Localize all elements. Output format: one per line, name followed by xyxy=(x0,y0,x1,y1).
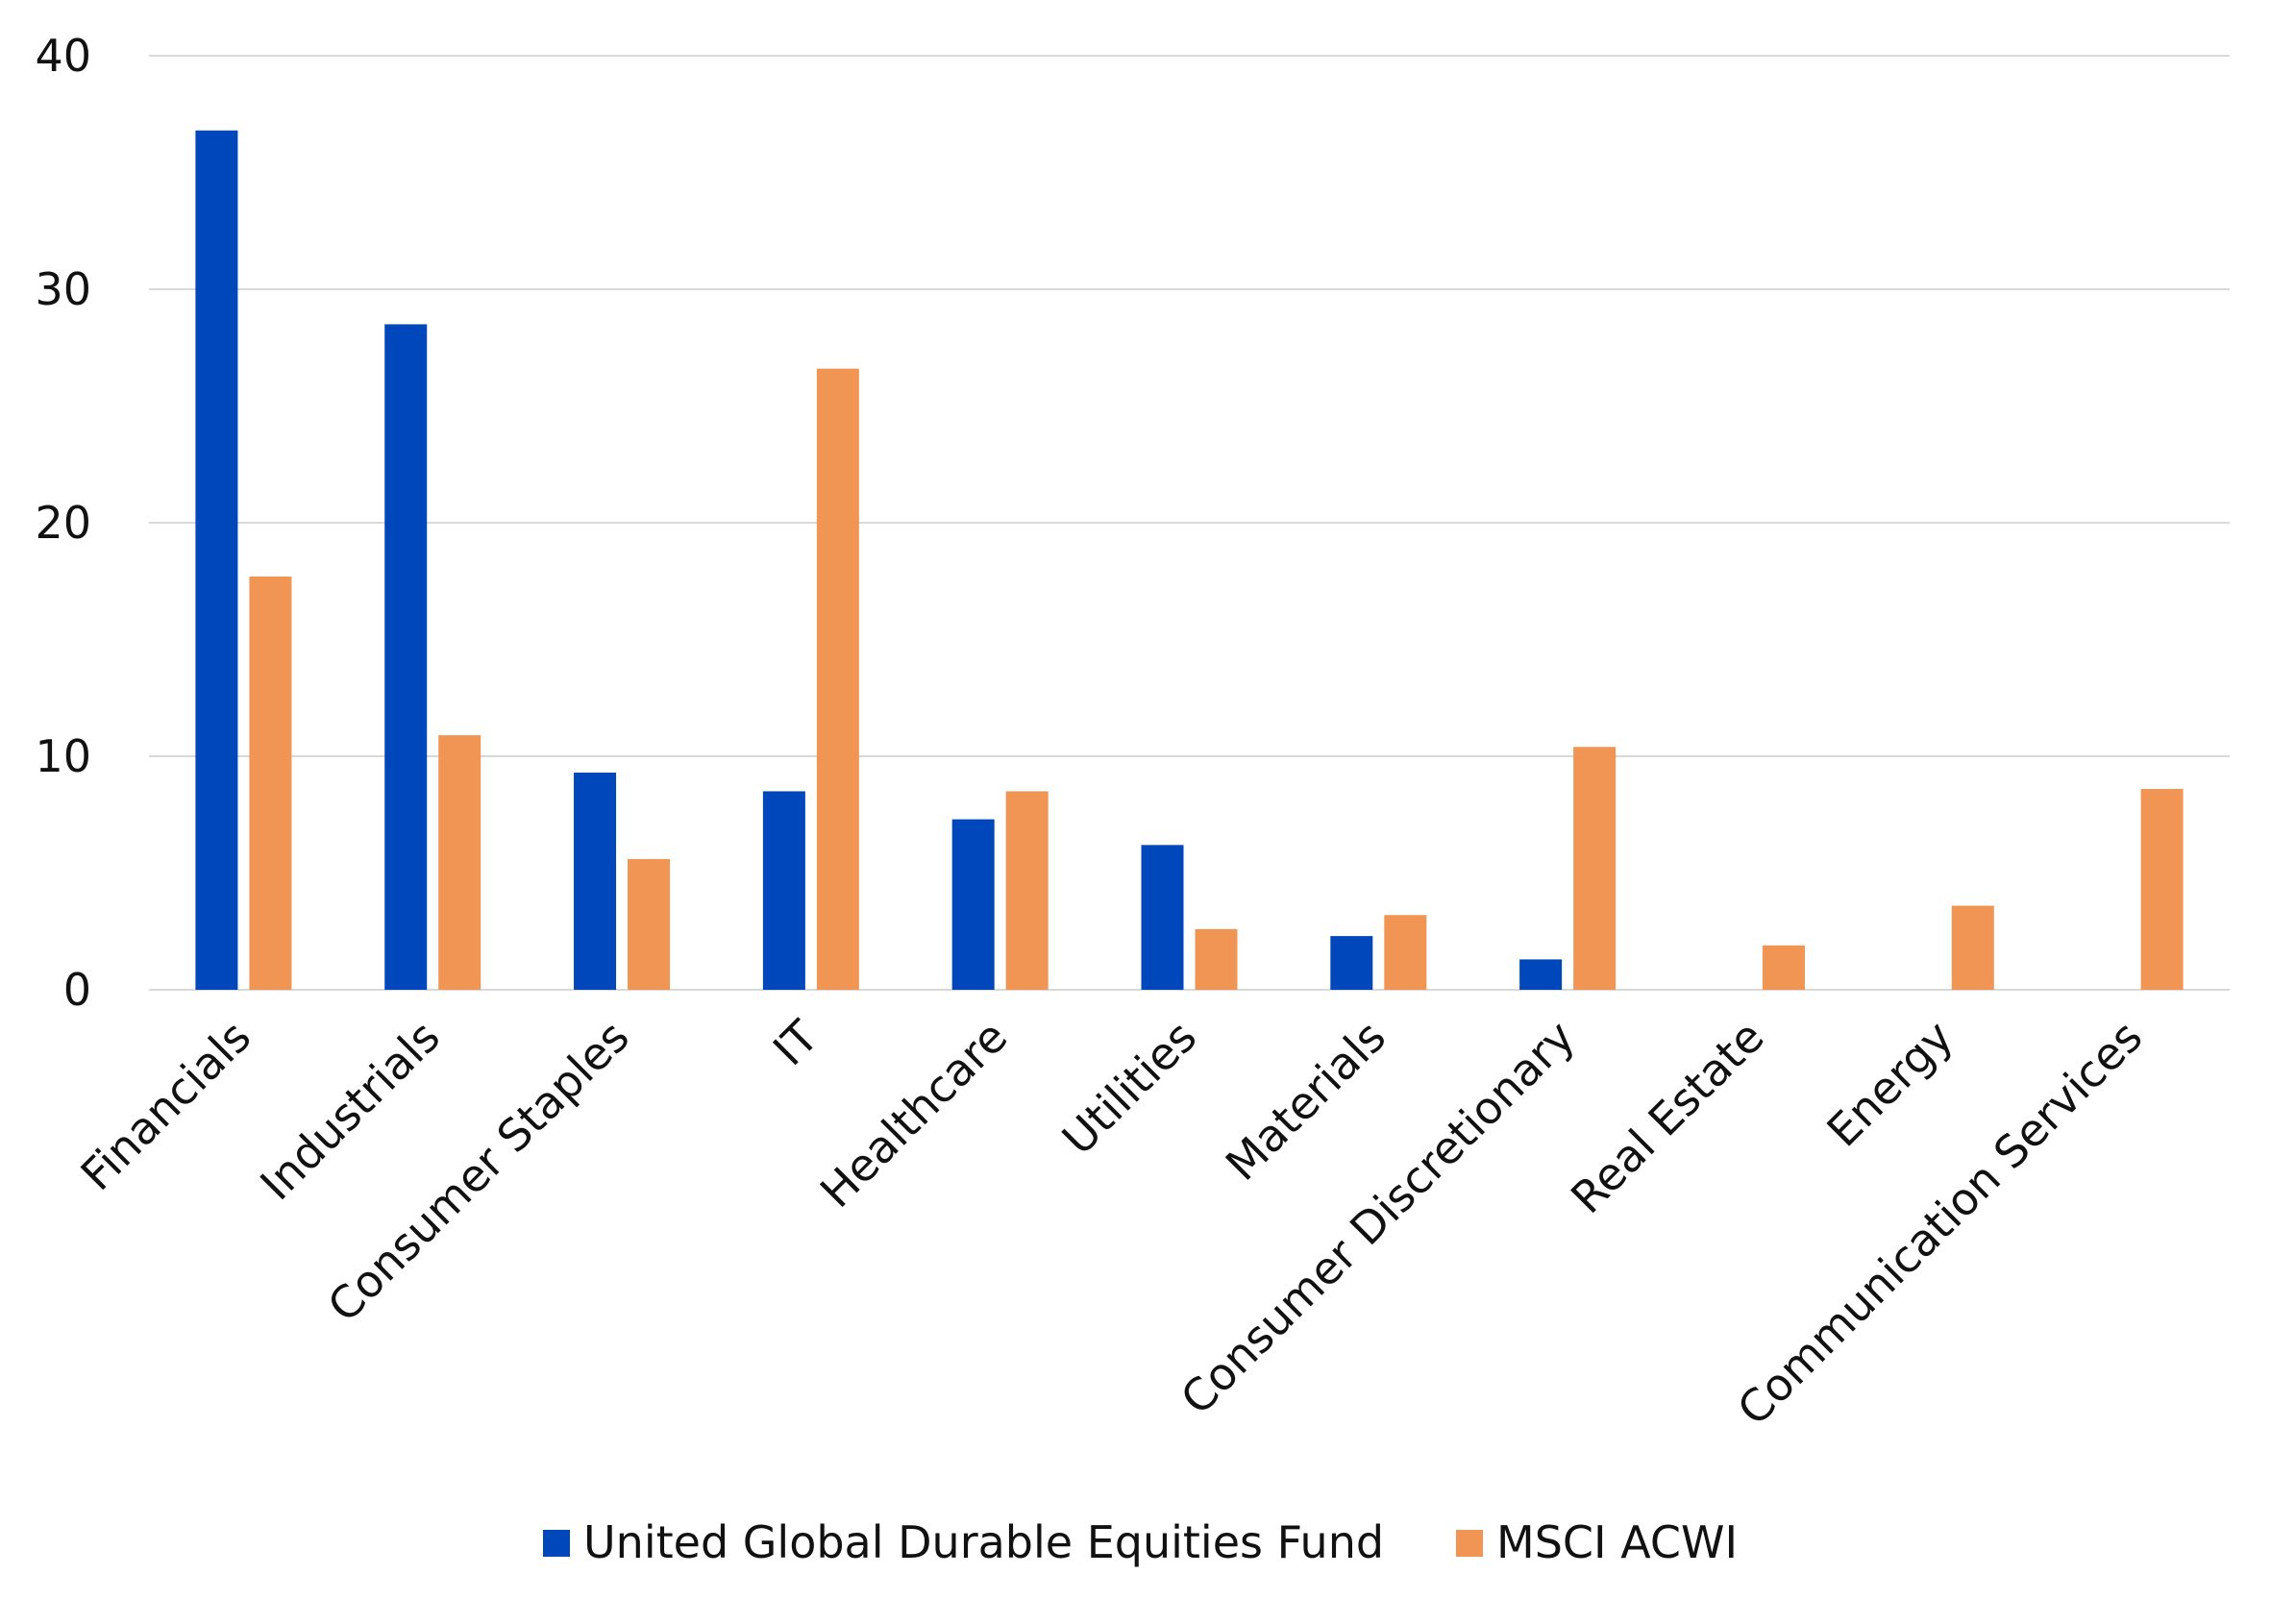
bar-benchmark-industrials xyxy=(438,735,481,990)
bar-benchmark-real-estate xyxy=(1762,945,1805,990)
legend-swatch-benchmark xyxy=(1456,1530,1483,1557)
bar-fund-consumer-staples xyxy=(574,773,617,990)
bar-benchmark-financials xyxy=(249,576,292,990)
x-tick-label: Energy xyxy=(1816,1011,1962,1157)
bar-benchmark-energy xyxy=(1951,905,1994,990)
y-tick-label: 40 xyxy=(35,30,91,82)
bar-fund-healthcare xyxy=(951,819,995,990)
x-tick-label: Healthcare xyxy=(810,1011,1017,1218)
x-tick-label: IT xyxy=(763,1010,828,1075)
bar-benchmark-materials xyxy=(1384,915,1427,990)
bar-benchmark-consumer-staples xyxy=(628,858,671,990)
bar-fund-financials xyxy=(195,130,238,990)
bars xyxy=(195,130,2184,990)
x-tick-label: Financials xyxy=(71,1011,261,1201)
x-tick-label: Consumer Discretionary xyxy=(1171,1011,1585,1425)
y-tick-label: 10 xyxy=(35,730,91,782)
y-tick-label: 30 xyxy=(35,263,91,315)
x-tick-label: Real Estate xyxy=(1561,1011,1774,1224)
bar-fund-materials xyxy=(1330,936,1373,990)
gridlines xyxy=(149,55,2230,991)
bar-fund-utilities xyxy=(1141,845,1184,990)
x-tick-label: Materials xyxy=(1216,1011,1395,1191)
bar-benchmark-communication-services xyxy=(2140,789,2184,990)
bar-benchmark-it xyxy=(816,368,859,990)
y-axis-ticks: 0 10 20 30 40 xyxy=(35,30,91,1016)
y-tick-label: 0 xyxy=(63,964,91,1016)
x-tick-label: Industrials xyxy=(250,1011,450,1211)
y-tick-label: 20 xyxy=(35,497,91,549)
legend-label-benchmark: MSCI ACWI xyxy=(1496,1516,1738,1568)
x-tick-label: Communication Services xyxy=(1727,1011,2152,1436)
legend-label-fund: United Global Durable Equities Fund xyxy=(583,1516,1384,1568)
bar-fund-it xyxy=(762,791,805,990)
bar-fund-consumer-discretionary xyxy=(1519,959,1563,990)
bar-benchmark-healthcare xyxy=(1005,791,1049,990)
legend-swatch-fund xyxy=(543,1530,570,1557)
bar-benchmark-utilities xyxy=(1195,928,1238,990)
legend: United Global Durable Equities Fund MSCI … xyxy=(543,1516,1738,1568)
bar-benchmark-consumer-discretionary xyxy=(1573,747,1617,990)
x-tick-label: Utilities xyxy=(1052,1011,1207,1166)
bar-fund-industrials xyxy=(384,324,428,990)
